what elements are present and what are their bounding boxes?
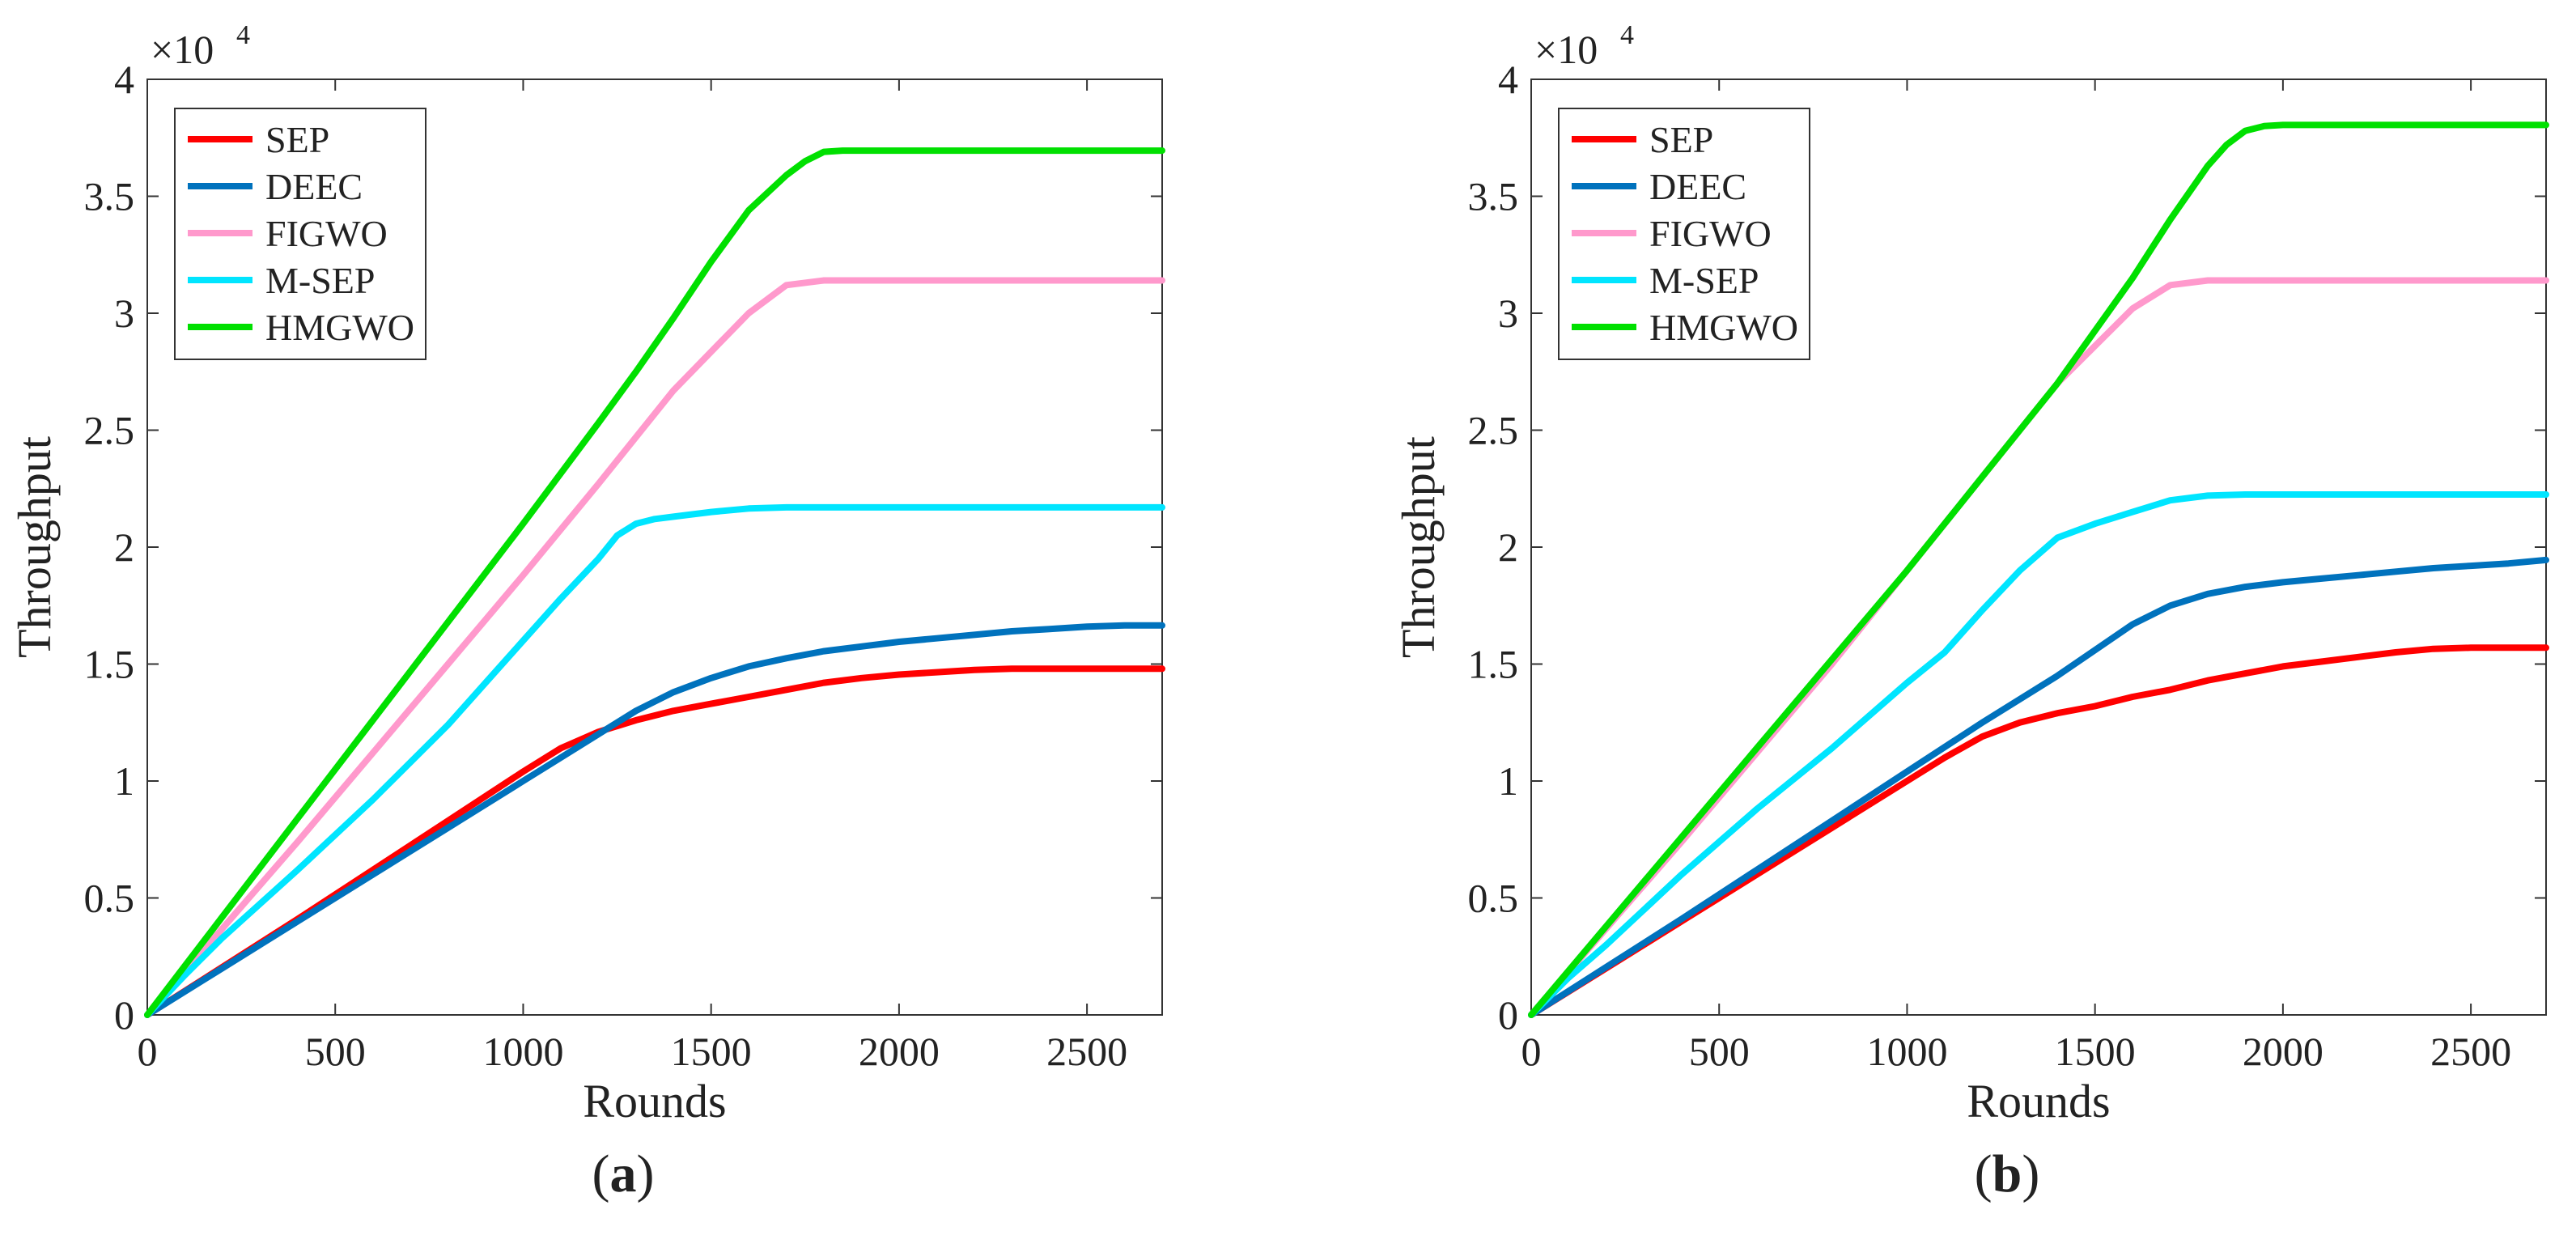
- panel-a-y-tick-label: 2.5: [84, 408, 135, 453]
- panel-b-y-tick-label: 2: [1498, 524, 1518, 570]
- panel-a-x-tick-label: 0: [138, 1029, 158, 1074]
- panel-a-caption: (a): [592, 1144, 655, 1203]
- panel-a-x-tick-label: 2000: [859, 1029, 940, 1074]
- panel-a-series-hmgwo: [144, 147, 1165, 1018]
- panel-b-legend-label-sep: SEP: [1649, 119, 1713, 160]
- panel-b-y-tick-label: 2.5: [1468, 408, 1519, 453]
- panel-b-x-tick-label: 0: [1521, 1029, 1542, 1074]
- panel-b-y-tick-label: 0: [1498, 992, 1518, 1038]
- panel-b-legend-label-figwo: FIGWO: [1649, 213, 1772, 254]
- panel-b-y-tick-label: 1: [1498, 758, 1518, 804]
- panel-b-x-tick-label: 2000: [2243, 1029, 2323, 1074]
- panel-a-y-tick-label: 0.5: [84, 876, 135, 921]
- panel-b-series-hmgwo: [1528, 121, 2549, 1018]
- panel-b-y-tick-label: 3.5: [1468, 174, 1519, 219]
- panel-a-legend-label-figwo: FIGWO: [265, 213, 388, 254]
- panel-a-y-tick-label: 4: [114, 57, 134, 102]
- panel-a-x-axis-label: Rounds: [583, 1075, 726, 1127]
- panel-b-legend-label-deec: DEEC: [1649, 166, 1746, 207]
- panel-a-y-tick-label: 3: [114, 291, 134, 336]
- panel-a-x-tick-label: 1000: [482, 1029, 563, 1074]
- panel-a-y-multiplier: ×10: [151, 27, 214, 72]
- panel-a-x-tick-label: 1500: [671, 1029, 752, 1074]
- panel-b-y-multiplier-exp: 4: [1620, 20, 1634, 50]
- panel-b-legend-label-m-sep: M-SEP: [1649, 260, 1759, 301]
- panel-a-chart: 0 500 1000 1500 2000 2500 0 0.5 1 1.5 2 2.5 3 3.5 4 ×10…: [8, 20, 1165, 1203]
- panel-a-legend-label-deec: DEEC: [265, 166, 363, 207]
- panel-b-series-sep: [1528, 644, 2549, 1018]
- panel-b-y-tick-label: 0.5: [1468, 876, 1519, 921]
- panel-b-series-m-sep: [1528, 491, 2549, 1018]
- panel-a-series-figwo: [144, 277, 1165, 1018]
- panel-a-x-tick-label: 500: [305, 1029, 366, 1074]
- panel-a-legend-label-m-sep: M-SEP: [265, 260, 375, 301]
- panel-a-legend-label-hmgwo: HMGWO: [265, 307, 414, 348]
- panel-b-y-tick-label: 3: [1498, 291, 1518, 336]
- panel-b-x-tick-label: 500: [1689, 1029, 1750, 1074]
- panel-a-series-m-sep: [144, 503, 1165, 1018]
- panel-b-chart: 0 500 1000 1500 2000 2500 0 0.5 1 1.5 2 2.5 3 3.5 4 ×10…: [1392, 20, 2549, 1203]
- panel-b-x-axis-label: Rounds: [1967, 1075, 2110, 1127]
- panel-a-series-deec: [144, 622, 1165, 1018]
- panel-b-x-tick-label: 1500: [2055, 1029, 2136, 1074]
- panel-b-x-tick-label: 2500: [2430, 1029, 2511, 1074]
- panel-b-y-tick-label: 4: [1498, 57, 1518, 102]
- panel-b-x-tick-label: 1000: [1866, 1029, 1947, 1074]
- panel-a-y-tick-label: 0: [114, 992, 134, 1038]
- panel-a-x-tick-label: 2500: [1046, 1029, 1127, 1074]
- panel-b-y-axis-label: Throughput: [1392, 436, 1445, 658]
- panel-a-series-sep: [144, 665, 1165, 1018]
- panel-a-y-axis-label: Throughput: [8, 436, 61, 658]
- panel-a-y-tick-label: 3.5: [84, 174, 135, 219]
- panel-b-caption: (b): [1975, 1144, 2040, 1203]
- panel-b-series-deec: [1528, 556, 2549, 1018]
- panel-a-y-multiplier-exp: 4: [236, 20, 250, 50]
- panel-b-legend-label-hmgwo: HMGWO: [1649, 307, 1798, 348]
- panel-a-legend-label-sep: SEP: [265, 119, 329, 160]
- panel-a-y-tick-label: 2: [114, 524, 134, 570]
- panel-b-y-tick-label: 1.5: [1468, 642, 1519, 687]
- panel-a-y-tick-label: 1: [114, 758, 134, 804]
- panel-b-y-multiplier: ×10: [1534, 27, 1598, 72]
- panel-a-y-tick-label: 1.5: [84, 642, 135, 687]
